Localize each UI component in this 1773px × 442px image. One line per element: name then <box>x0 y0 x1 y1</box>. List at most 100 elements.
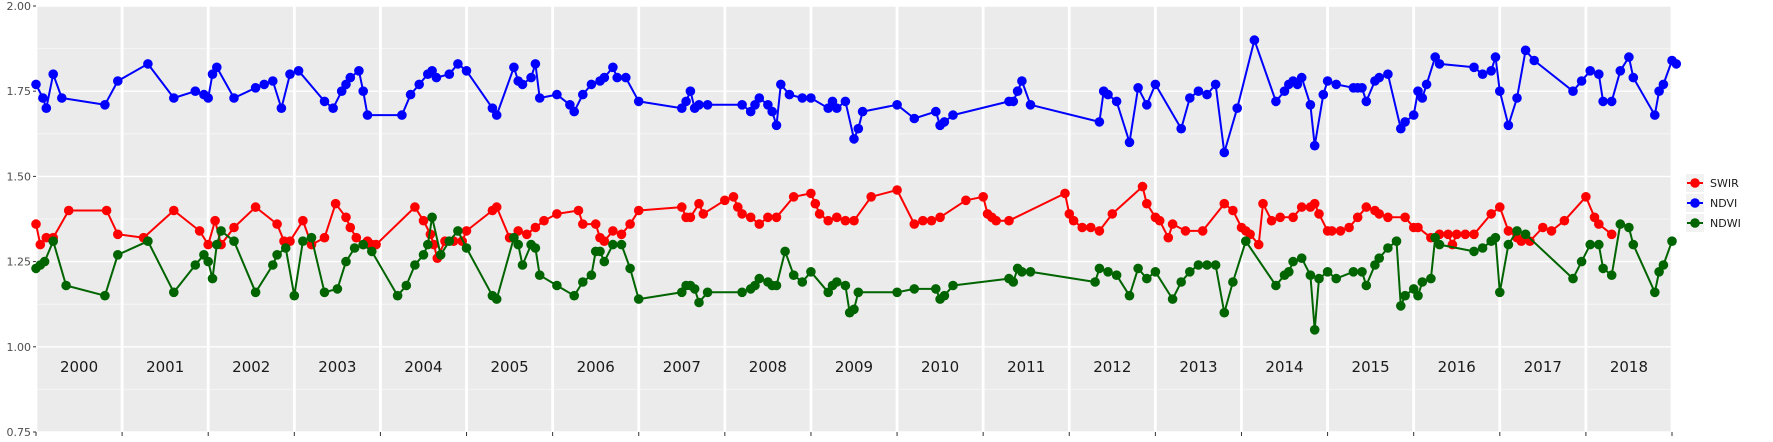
data-point-ndvi <box>397 110 407 120</box>
data-point-swir <box>194 226 205 236</box>
legend-key-point <box>1690 178 1700 188</box>
data-point-ndvi <box>1094 117 1105 127</box>
data-point-ndwi <box>435 250 446 260</box>
data-point-ndwi <box>418 250 429 260</box>
data-point-swir <box>814 209 825 219</box>
data-point-ndwi <box>207 273 218 284</box>
data-point-swir <box>698 209 709 219</box>
data-point-ndvi <box>1486 66 1496 76</box>
data-point-ndvi <box>1421 79 1432 90</box>
data-point-swir <box>1258 198 1268 209</box>
data-point-swir <box>1383 212 1393 223</box>
data-point-swir <box>272 219 282 229</box>
data-point-ndvi <box>1615 66 1626 76</box>
data-point-ndvi <box>948 110 958 120</box>
year-label: 2016 <box>1438 358 1476 376</box>
legend-label: NDVI <box>1710 197 1737 210</box>
data-point-ndwi <box>1309 325 1320 335</box>
data-point-ndwi <box>1383 243 1393 253</box>
data-point-ndwi <box>100 290 110 301</box>
data-point-swir <box>461 226 472 236</box>
data-point-ndwi <box>840 280 851 291</box>
data-point-ndvi <box>1357 83 1367 93</box>
data-point-swir <box>539 215 549 226</box>
data-point-ndwi <box>702 287 713 298</box>
data-point-swir <box>1245 229 1255 240</box>
data-point-ndwi <box>1103 267 1113 277</box>
data-point-swir <box>1197 226 1208 236</box>
data-point-ndvi <box>939 117 950 127</box>
data-point-swir <box>1581 192 1591 202</box>
data-point-ndvi <box>190 86 201 96</box>
data-point-swir <box>840 215 851 226</box>
data-point-ndwi <box>892 287 902 298</box>
legend-item-ndvi: NDVI <box>1686 194 1737 212</box>
data-point-ndwi <box>616 239 627 250</box>
data-point-swir <box>633 205 644 216</box>
data-point-swir <box>1594 219 1604 229</box>
data-point-swir <box>771 212 782 223</box>
y-tick-label: 2.00 <box>7 0 32 13</box>
data-point-swir <box>1460 229 1471 240</box>
data-point-ndvi <box>1628 72 1639 83</box>
data-point-ndwi <box>737 287 747 298</box>
data-point-swir <box>530 222 541 233</box>
data-point-swir <box>1077 222 1087 233</box>
data-point-swir <box>935 212 945 223</box>
data-point-ndwi <box>1357 267 1367 277</box>
data-point-ndwi <box>143 236 153 246</box>
data-point-ndvi <box>1305 100 1316 110</box>
data-point-swir <box>341 212 351 223</box>
data-point-ndvi <box>586 79 597 90</box>
data-point-ndwi <box>595 246 605 257</box>
data-point-ndwi <box>586 270 597 281</box>
data-point-swir <box>169 205 179 216</box>
data-point-ndvi <box>857 106 868 117</box>
data-point-swir <box>694 198 704 209</box>
data-point-ndvi <box>229 93 239 103</box>
data-point-ndwi <box>1667 236 1677 246</box>
data-point-ndvi <box>1331 79 1341 90</box>
data-point-ndwi <box>806 267 816 277</box>
data-point-ndwi <box>569 290 579 301</box>
data-point-ndvi <box>345 72 356 83</box>
data-point-ndwi <box>1025 267 1036 277</box>
data-point-ndvi <box>517 79 528 90</box>
data-point-ndwi <box>229 236 239 246</box>
data-point-ndwi <box>931 284 941 294</box>
year-label: 2013 <box>1179 358 1217 376</box>
data-point-ndwi <box>1133 263 1143 274</box>
data-point-ndwi <box>1400 290 1410 301</box>
data-point-ndwi <box>461 243 472 253</box>
data-point-ndvi <box>892 100 902 110</box>
data-point-ndvi <box>1650 110 1660 120</box>
data-point-ndvi <box>681 96 691 107</box>
data-point-ndvi <box>621 72 631 83</box>
data-point-ndwi <box>1017 267 1027 277</box>
data-point-ndwi <box>530 243 541 253</box>
data-point-ndvi <box>1249 35 1260 45</box>
y-tick-label: 1.00 <box>7 341 32 354</box>
legend-item-ndwi: NDWI <box>1686 214 1741 232</box>
series-ndwi <box>31 212 1677 335</box>
data-point-ndwi <box>1331 273 1341 284</box>
data-point-swir <box>1374 209 1384 219</box>
data-point-ndwi <box>1615 219 1626 229</box>
data-point-swir <box>1546 226 1557 236</box>
data-point-ndwi <box>1520 229 1531 240</box>
data-point-ndvi <box>1210 79 1221 90</box>
data-point-ndvi <box>552 89 562 100</box>
data-point-ndwi <box>1426 273 1436 284</box>
series-layer <box>31 35 1682 335</box>
data-point-ndwi <box>272 250 282 260</box>
data-point-swir <box>1352 212 1363 223</box>
data-point-swir <box>1167 219 1178 229</box>
data-point-ndwi <box>1094 263 1105 274</box>
data-point-swir <box>677 202 687 212</box>
data-point-ndvi <box>1576 76 1587 86</box>
data-point-ndwi <box>1322 267 1333 277</box>
year-label: 2003 <box>318 358 356 376</box>
data-point-ndvi <box>143 59 153 69</box>
data-point-ndwi <box>1576 256 1587 267</box>
data-point-ndwi <box>1111 270 1122 281</box>
